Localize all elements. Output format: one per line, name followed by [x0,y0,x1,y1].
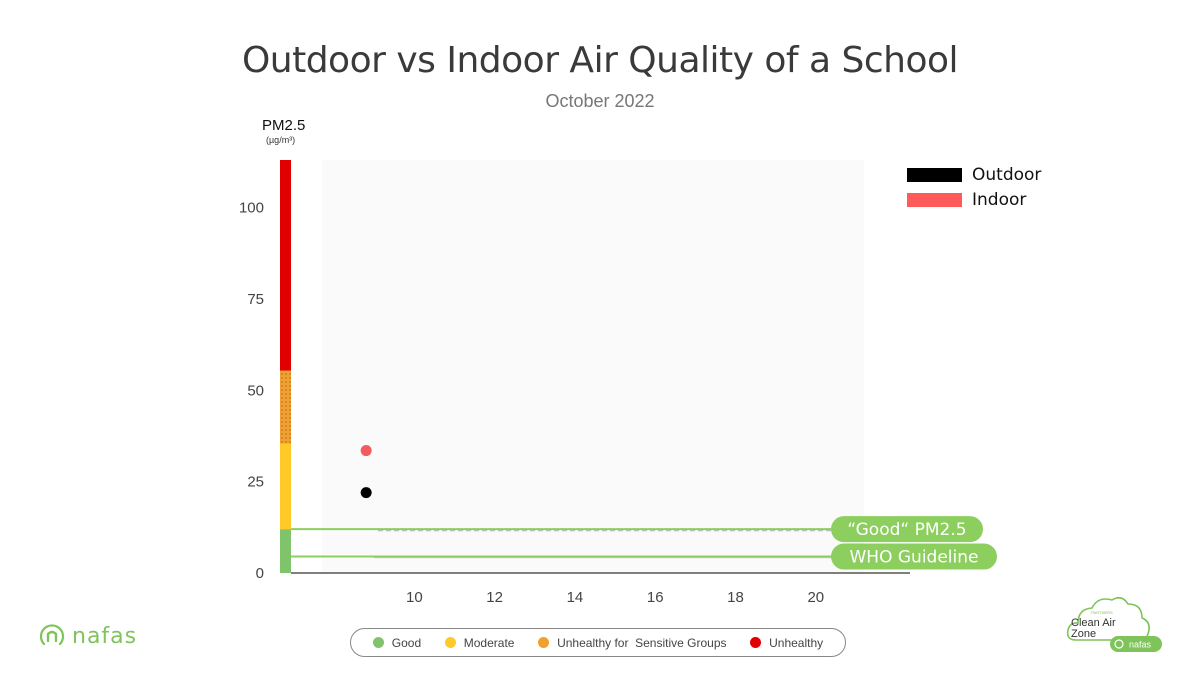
logo-line2: Zone [1071,628,1096,640]
plot-area-background [322,160,864,573]
category-sensitive-label: Unhealthy for Sensitive Groups [557,635,727,650]
unhealthy-dot-icon [750,637,762,648]
point-outdoor [360,487,372,499]
legend-swatch-outdoor [907,167,962,182]
moderate-dot-icon [444,637,456,648]
y-axis-unit: (µg/m³) [266,135,296,145]
logo-line1: Clean Air [1071,617,1116,629]
legend-item-outdoor: Outdoor [907,162,1041,187]
legend-swatch-indoor [907,192,962,207]
legend-item-indoor: Indoor [907,187,1041,212]
point-indoor [360,445,372,457]
good-dot-icon [372,637,384,648]
nafas-logo: nafas [38,622,137,650]
chart-title: Outdoor vs Indoor Air Quality of a Schoo… [241,40,959,81]
band-moderate [280,443,291,530]
category-moderate: Moderate [444,635,515,650]
logo-badge-text: nafas [1129,640,1152,650]
band-good [280,529,291,573]
series-legend: Outdoor Indoor [907,162,1041,212]
y-tick-label: 50 [247,382,264,399]
sensitive-dot-icon [538,637,550,648]
y-tick-label: 25 [247,474,264,491]
y-axis-label: PM2.5 [262,117,306,134]
category-unhealthy: Unhealthy [750,636,823,650]
category-good-label: Good [391,635,422,650]
ref-label-pill-1 [831,543,997,570]
chart-subtitle: October 2022 [545,91,655,111]
legend-label-outdoor: Outdoor [972,164,1042,185]
ref-label-0: “Good“ PM2.5 [847,520,966,540]
y-tick-label: 0 [256,565,264,582]
category-good: Good [372,635,422,650]
legend-label-indoor: Indoor [972,189,1027,210]
y-tick-label: 100 [239,200,264,217]
x-tick-label: 20 [807,589,824,606]
category-sensitive: Unhealthy for Sensitive Groups [538,635,727,650]
clean-air-zone-logo: PARTNERS Clean Air Zone nafas [1066,596,1162,652]
y-tick-label: 75 [247,291,264,308]
nafas-logo-icon [39,624,65,646]
nafas-logo-text: nafas [72,623,138,649]
ref-label-pill-0 [831,516,983,543]
band-sensitive-texture [280,370,291,444]
ref-label-1: WHO Guideline [850,548,979,568]
x-tick-label: 18 [727,589,744,606]
x-tick-label: 14 [567,589,584,606]
band-unhealthy [280,160,291,371]
x-tick-label: 10 [406,589,423,606]
x-tick-label: 16 [647,589,664,606]
category-moderate-label: Moderate [463,635,515,650]
x-tick-label: 12 [486,589,503,606]
logo-small-text: PARTNERS [1091,610,1113,615]
category-legend: Good Moderate Unhealthy for Sensitive Gr… [350,628,846,657]
category-unhealthy-label: Unhealthy [769,635,824,650]
